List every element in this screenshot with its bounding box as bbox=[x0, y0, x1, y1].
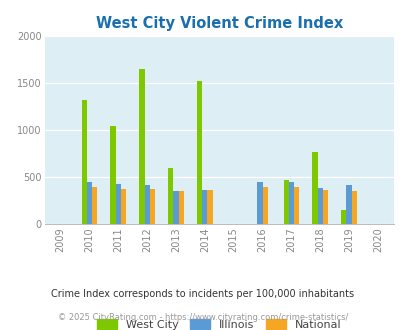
Bar bbox=[262, 187, 267, 224]
Bar bbox=[293, 187, 298, 224]
Bar bbox=[81, 100, 87, 224]
Title: West City Violent Crime Index: West City Violent Crime Index bbox=[96, 16, 342, 31]
Bar bbox=[178, 190, 183, 224]
Bar bbox=[139, 69, 144, 224]
Bar bbox=[257, 182, 262, 224]
Bar bbox=[144, 185, 149, 224]
Bar bbox=[341, 210, 345, 224]
Bar bbox=[149, 189, 155, 224]
Bar bbox=[110, 126, 115, 224]
Bar bbox=[317, 188, 322, 224]
Text: Crime Index corresponds to incidents per 100,000 inhabitants: Crime Index corresponds to incidents per… bbox=[51, 289, 354, 299]
Bar bbox=[351, 190, 356, 224]
Bar bbox=[121, 189, 126, 224]
Bar bbox=[196, 81, 202, 224]
Bar bbox=[202, 190, 207, 224]
Bar bbox=[173, 191, 178, 224]
Legend: West City, Illinois, National: West City, Illinois, National bbox=[93, 314, 345, 330]
Bar bbox=[312, 152, 317, 224]
Bar bbox=[207, 190, 212, 224]
Bar bbox=[345, 185, 351, 224]
Text: © 2025 CityRating.com - https://www.cityrating.com/crime-statistics/: © 2025 CityRating.com - https://www.city… bbox=[58, 313, 347, 322]
Bar bbox=[288, 182, 293, 224]
Bar bbox=[115, 184, 121, 224]
Bar bbox=[87, 182, 92, 224]
Bar bbox=[168, 168, 173, 224]
Bar bbox=[322, 190, 327, 224]
Bar bbox=[283, 180, 288, 224]
Bar bbox=[92, 187, 97, 224]
